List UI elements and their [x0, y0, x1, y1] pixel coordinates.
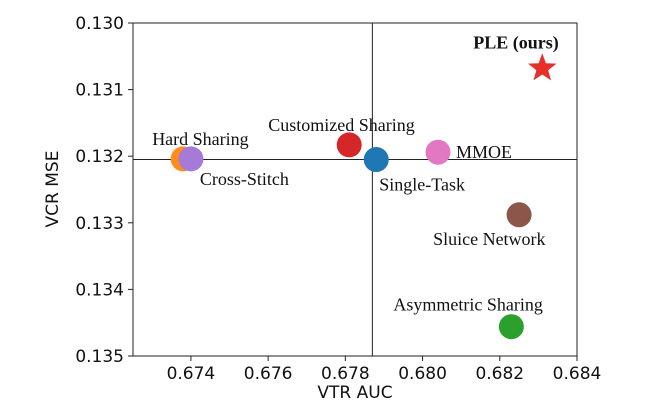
x-tick-label: 0.684: [553, 364, 602, 384]
point-customized-sharing: [336, 132, 362, 158]
point-label-cross-stitch: Cross-Stitch: [200, 169, 289, 189]
point-label-hard-sharing: Hard Sharing: [152, 129, 248, 149]
point-sluice-network: [506, 202, 532, 228]
point-label-asymmetric-sharing: Asymmetric Sharing: [393, 295, 542, 315]
x-tick-label: 0.676: [244, 364, 293, 384]
point-label-ple-ours: PLE (ours): [473, 32, 559, 53]
point-asymmetric-sharing: [498, 314, 524, 340]
y-tick-label: 0.132: [75, 147, 124, 167]
point-cross-stitch: [178, 146, 204, 172]
y-tick-label: 0.134: [75, 280, 124, 300]
y-tick-label: 0.133: [75, 214, 124, 234]
point-label-single-task: Single-Task: [379, 175, 465, 195]
plot-area: [132, 22, 578, 357]
y-tick-label: 0.130: [75, 14, 124, 34]
point-single-task: [363, 147, 389, 173]
point-label-mmoe: MMOE: [456, 142, 512, 162]
x-tick-label: 0.674: [167, 364, 216, 384]
point-label-customized-sharing: Customized Sharing: [268, 115, 415, 135]
point-mmoe: [425, 139, 451, 165]
x-tick-label: 0.680: [398, 364, 447, 384]
x-tick-label: 0.682: [475, 364, 524, 384]
x-tick-label: 0.678: [321, 364, 370, 384]
y-axis-title: VCR MSE: [43, 151, 63, 228]
y-tick-label: 0.135: [75, 347, 124, 367]
y-tick-label: 0.131: [75, 81, 124, 101]
x-axis-title: VTR AUC: [317, 383, 392, 403]
point-ple-ours: [527, 53, 557, 81]
point-label-sluice-network: Sluice Network: [433, 229, 545, 249]
